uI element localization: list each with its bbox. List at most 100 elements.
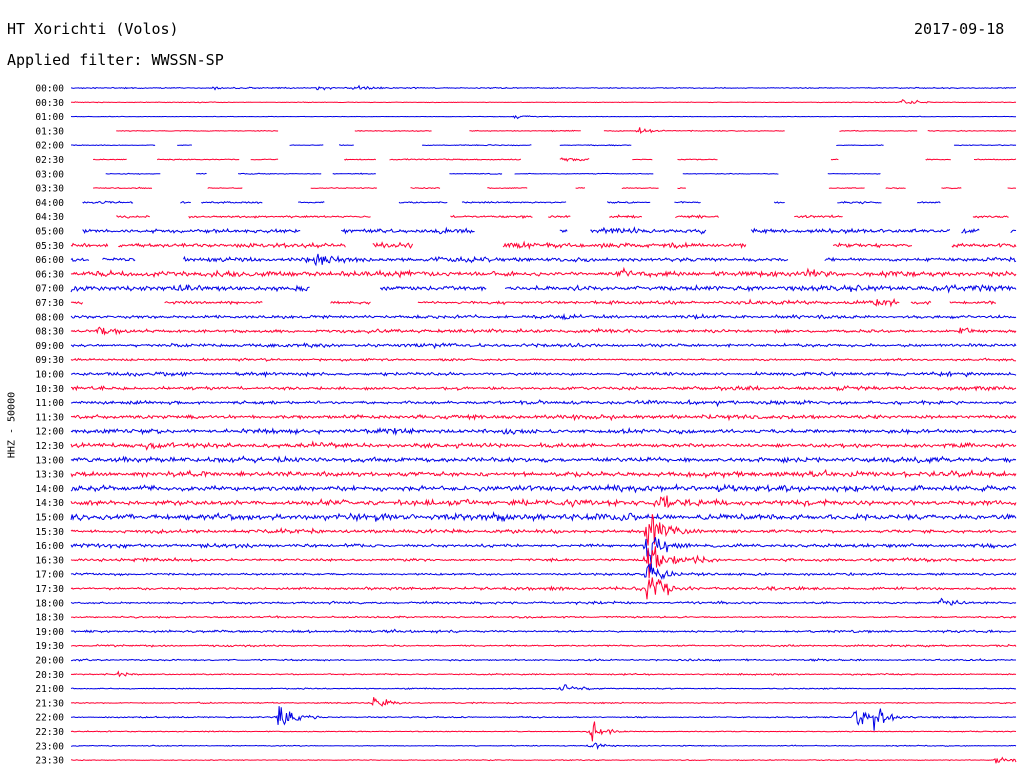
trace-2100 <box>70 684 1017 691</box>
time-label-1600: 16:00 <box>35 541 64 552</box>
trace-1730 <box>70 577 1017 600</box>
trace-1630 <box>70 546 1017 579</box>
time-label-1200: 12:00 <box>35 427 64 438</box>
trace-1030 <box>70 384 1017 392</box>
trace-1800 <box>70 597 1017 606</box>
time-label-2130: 21:30 <box>35 698 64 709</box>
station-title: HT Xorichti (Volos) <box>7 20 179 38</box>
time-label-0630: 06:30 <box>35 269 64 280</box>
time-label-2230: 22:30 <box>35 727 64 738</box>
time-label-1500: 15:00 <box>35 513 64 524</box>
time-label-0530: 05:30 <box>35 241 64 252</box>
trace-2000 <box>71 658 1016 662</box>
trace-2300 <box>70 742 1017 750</box>
time-label-1630: 16:30 <box>35 555 64 566</box>
trace-0600 <box>70 253 1017 267</box>
trace-0830 <box>70 326 1017 336</box>
trace-0130 <box>116 127 1017 135</box>
time-label-0700: 07:00 <box>35 284 64 295</box>
trace-0030 <box>71 99 1017 105</box>
time-label-1700: 17:00 <box>35 570 64 581</box>
trace-0430 <box>116 214 1009 220</box>
time-label-2000: 20:00 <box>35 656 64 667</box>
time-tick-labels: 00:00 00:30 01:00 01:30 02:00 02:30 03:00 03:30… <box>35 84 64 767</box>
trace-0630 <box>70 266 1017 279</box>
time-label-2030: 20:30 <box>35 670 64 681</box>
trace-1130 <box>70 413 1017 422</box>
trace-0230 <box>92 157 1017 163</box>
trace-1100 <box>70 399 1017 408</box>
trace-0800 <box>70 313 1017 321</box>
trace-1330 <box>70 468 1017 479</box>
trace-0300 <box>105 172 881 175</box>
time-label-2100: 21:00 <box>35 684 64 695</box>
trace-1200 <box>70 426 1017 436</box>
time-label-0130: 01:30 <box>35 126 64 137</box>
time-label-0730: 07:30 <box>35 298 64 309</box>
trace-1400 <box>70 483 1017 494</box>
trace-2330 <box>70 756 1017 764</box>
time-label-2200: 22:00 <box>35 713 64 724</box>
time-label-2330: 23:30 <box>35 756 64 767</box>
time-label-0500: 05:00 <box>35 227 64 238</box>
time-label-1030: 10:30 <box>35 384 64 395</box>
time-label-0430: 04:30 <box>35 212 64 223</box>
trace-0700 <box>70 283 1017 294</box>
time-label-0030: 00:30 <box>35 98 64 109</box>
trace-2030 <box>70 670 1017 678</box>
time-label-2300: 23:00 <box>35 741 64 752</box>
trace-0500 <box>82 226 1017 235</box>
time-label-1130: 11:30 <box>35 412 64 423</box>
time-label-1230: 12:30 <box>35 441 64 452</box>
trace-0100 <box>70 114 1017 120</box>
time-label-0100: 01:00 <box>35 112 64 123</box>
trace-1530 <box>70 514 1017 546</box>
time-label-0200: 02:00 <box>35 141 64 152</box>
trace-1930 <box>70 643 1017 648</box>
trace-1600 <box>70 537 1017 567</box>
time-label-0400: 04:00 <box>35 198 64 209</box>
seismogram-traces <box>70 84 1017 764</box>
time-label-1400: 14:00 <box>35 484 64 495</box>
trace-2130 <box>70 697 1017 707</box>
record-date: 2017-09-18 <box>914 20 1005 38</box>
time-label-1000: 10:00 <box>35 370 64 381</box>
trace-1900 <box>70 628 1017 634</box>
trace-2200 <box>70 706 1017 731</box>
time-label-0300: 03:00 <box>35 169 64 180</box>
time-label-1430: 14:30 <box>35 498 64 509</box>
time-label-0330: 03:30 <box>35 184 64 195</box>
trace-0900 <box>70 342 1017 350</box>
time-label-1930: 19:30 <box>35 641 64 652</box>
time-label-1100: 11:00 <box>35 398 64 409</box>
trace-0200 <box>71 144 1017 147</box>
trace-0930 <box>70 357 1017 362</box>
filter-label: Applied filter: WWSSN-SP <box>7 51 224 69</box>
trace-0400 <box>82 200 941 205</box>
trace-1000 <box>70 370 1017 379</box>
trace-1230 <box>70 440 1017 451</box>
time-label-1800: 18:00 <box>35 598 64 609</box>
trace-1430 <box>70 495 1017 509</box>
trace-1700 <box>70 563 1017 581</box>
trace-1500 <box>70 511 1017 523</box>
trace-2230 <box>70 721 1017 742</box>
time-label-1830: 18:30 <box>35 613 64 624</box>
time-label-0000: 00:00 <box>35 84 64 95</box>
time-label-0900: 09:00 <box>35 341 64 352</box>
trace-0000 <box>70 84 1017 91</box>
trace-1300 <box>70 455 1017 465</box>
time-label-0930: 09:30 <box>35 355 64 366</box>
trace-1830 <box>70 615 1017 619</box>
time-label-0800: 08:00 <box>35 312 64 323</box>
trace-0730 <box>70 297 996 308</box>
time-label-0830: 08:30 <box>35 327 64 338</box>
time-label-1330: 13:30 <box>35 470 64 481</box>
time-label-0600: 06:00 <box>35 255 64 266</box>
time-label-1530: 15:30 <box>35 527 64 538</box>
time-label-1300: 13:00 <box>35 455 64 466</box>
time-label-0230: 02:30 <box>35 155 64 166</box>
time-label-1730: 17:30 <box>35 584 64 595</box>
trace-0330 <box>93 186 1017 190</box>
